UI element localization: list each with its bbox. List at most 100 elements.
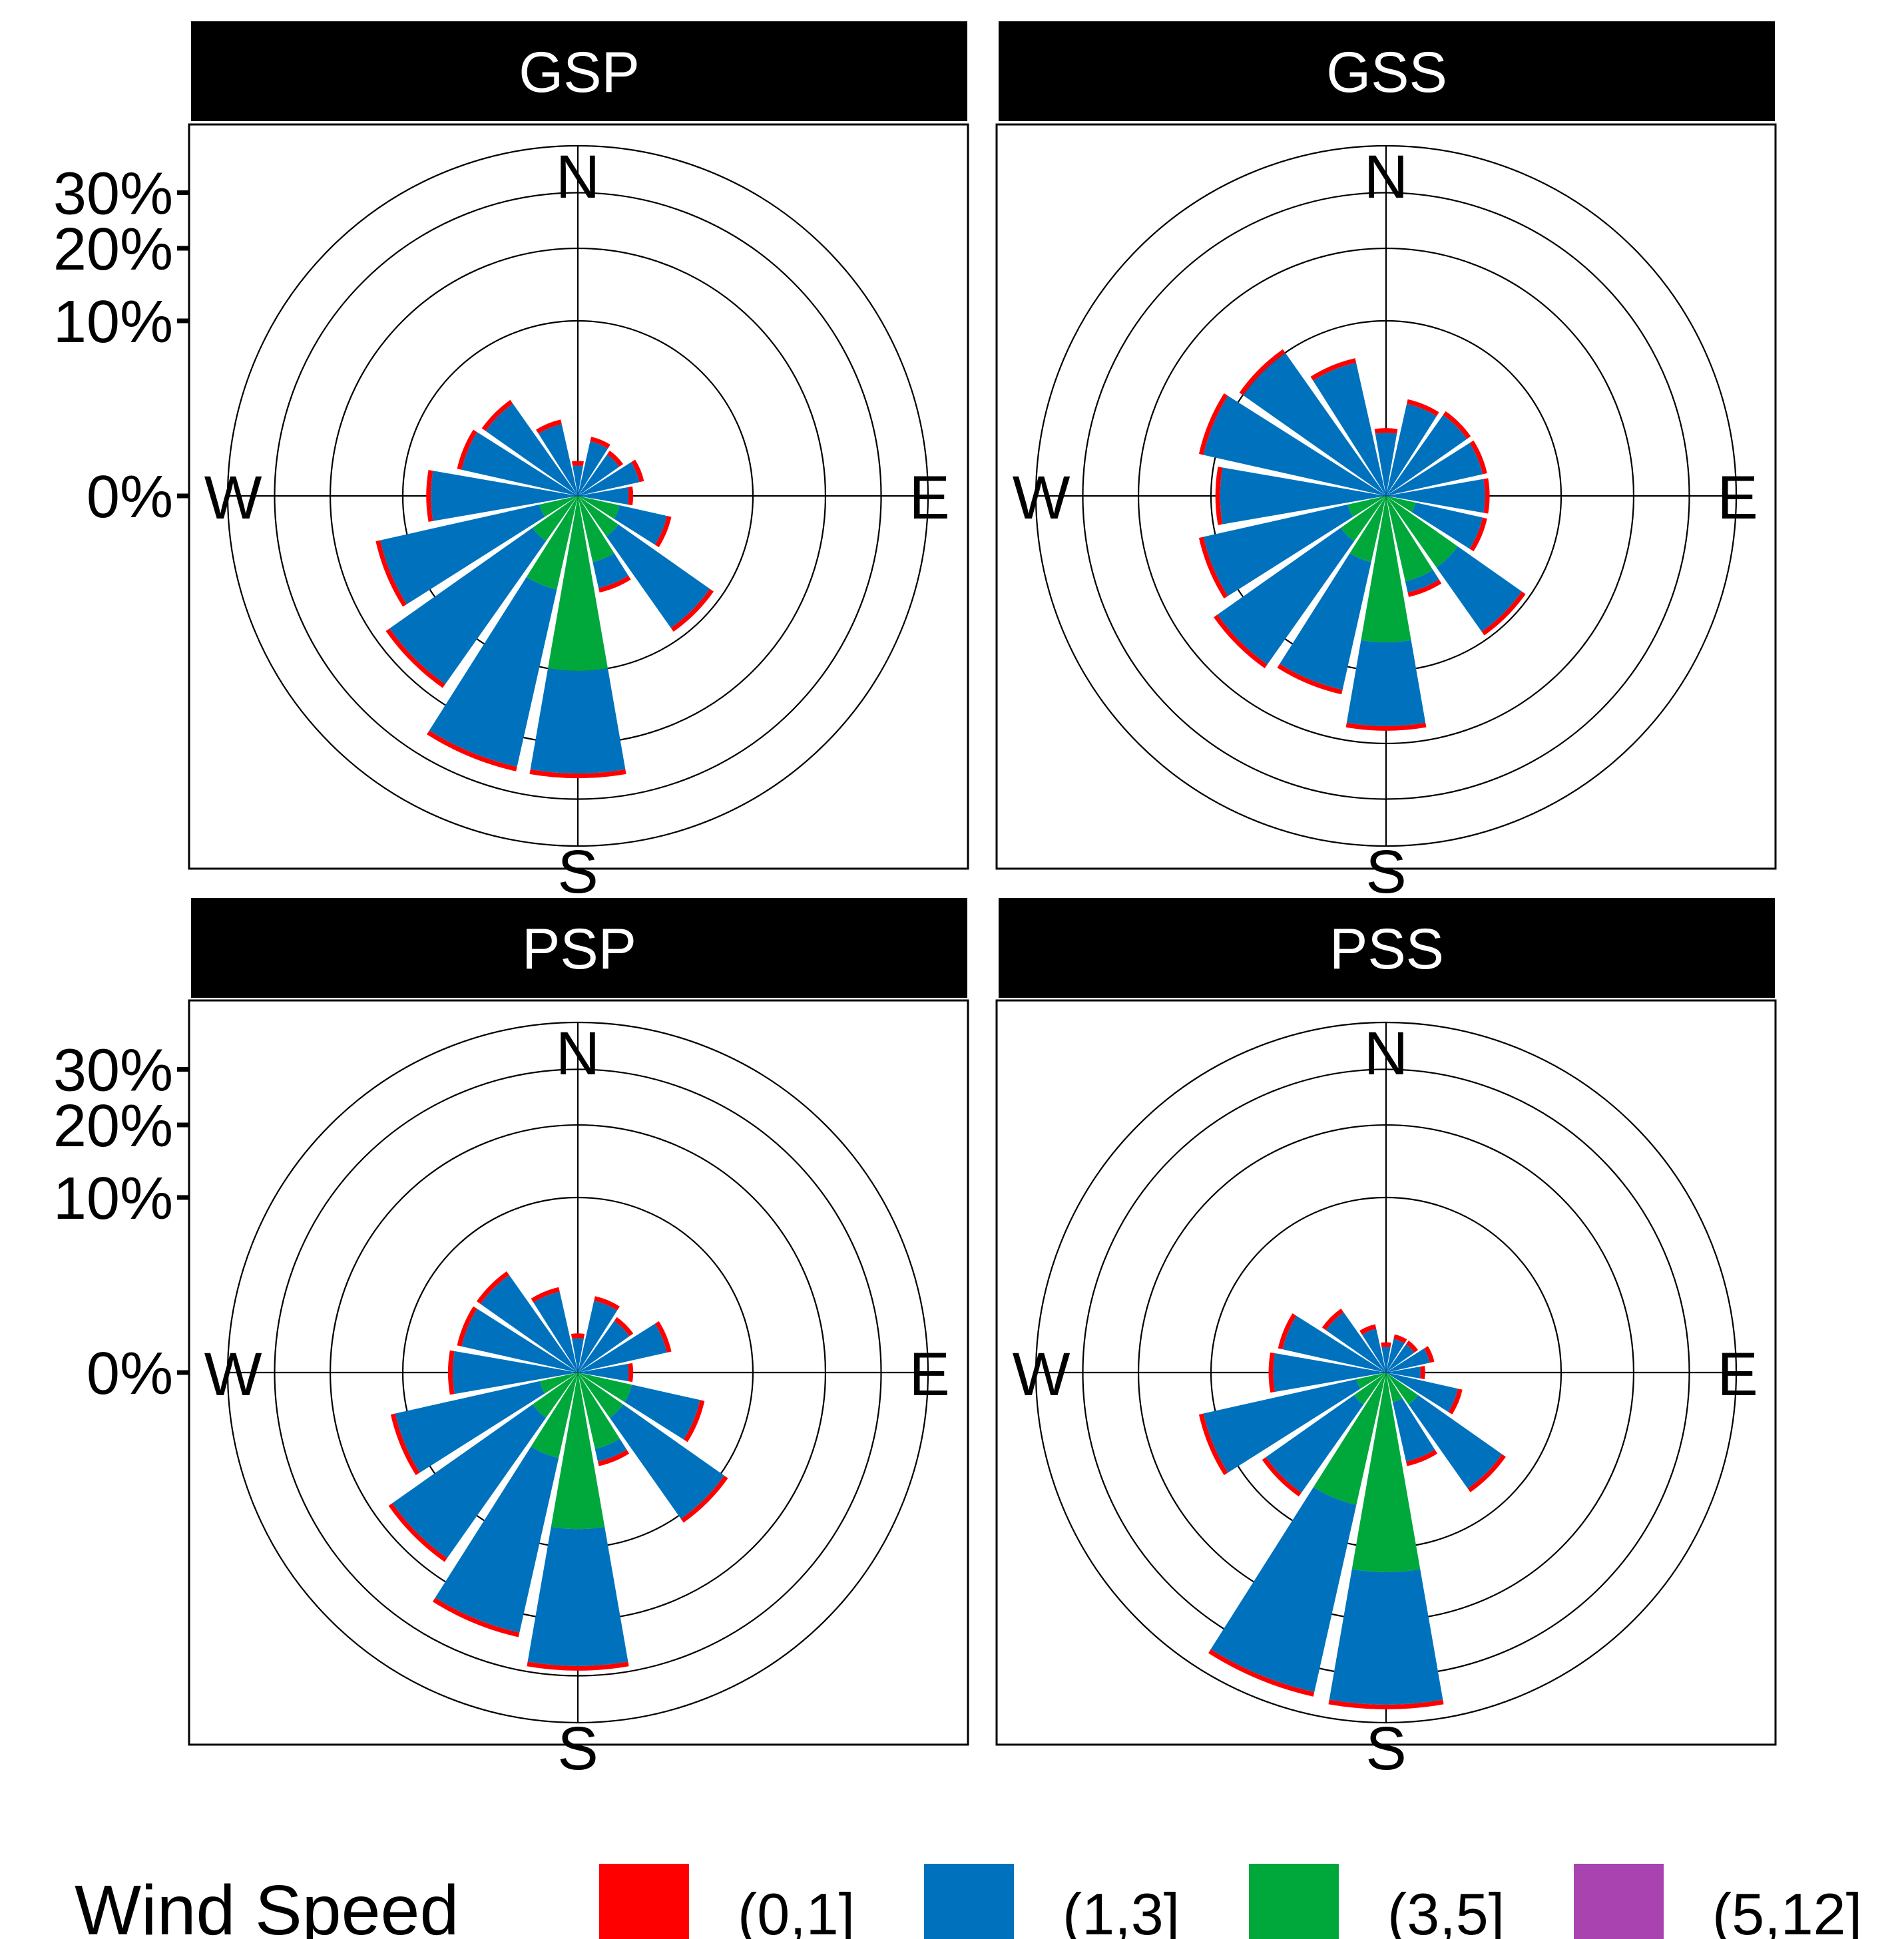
compass-label-e: E bbox=[1717, 1341, 1758, 1408]
bar-sw-3-5 bbox=[1341, 496, 1386, 541]
bar-wnw-0-1 bbox=[457, 429, 477, 470]
legend-label-0-1: (0,1] bbox=[738, 1881, 855, 1939]
bar-e-0-1 bbox=[628, 1363, 634, 1383]
bar-s-3-5 bbox=[551, 1373, 605, 1530]
bar-ese-0-1 bbox=[683, 1400, 705, 1442]
facet-gss: GSS N E S W bbox=[995, 21, 1777, 906]
bar-wsw-3-5 bbox=[1347, 496, 1386, 517]
bar-ne-0-1 bbox=[606, 451, 623, 467]
bar-w-1-3 bbox=[452, 1351, 578, 1395]
radial-axes: 0%10%20%30%0%10%20%30% bbox=[53, 160, 189, 1407]
bar-wsw-3-5 bbox=[539, 496, 578, 517]
facet-gsp: GSP N E S W bbox=[188, 21, 969, 906]
bar-se-1-3 bbox=[609, 1404, 724, 1519]
radial-tick-label-0: 0% bbox=[87, 1341, 173, 1407]
bar-ene-0-1 bbox=[631, 459, 644, 483]
bar-wsw-0-1 bbox=[1198, 1413, 1228, 1476]
bar-ese-1-3 bbox=[624, 1385, 700, 1440]
facet-strip bbox=[191, 21, 967, 121]
bar-e-1-3 bbox=[578, 487, 629, 505]
bar-ne-1-3 bbox=[1386, 1344, 1415, 1373]
legend-swatch-0-1 bbox=[599, 1864, 689, 1939]
bar-nne-1-3 bbox=[1386, 1339, 1405, 1373]
facet-pss: PSS N E S W bbox=[995, 898, 1777, 1783]
bar-ne-1-3 bbox=[578, 454, 620, 496]
compass-label-w: W bbox=[1013, 1341, 1071, 1408]
legend-label-3-5: (3,5] bbox=[1387, 1881, 1505, 1939]
bar-se-3-5 bbox=[578, 1373, 623, 1418]
compass-label-w: W bbox=[204, 464, 262, 532]
facet-title: PSS bbox=[1329, 917, 1444, 981]
panel-plot bbox=[226, 1021, 929, 1724]
bar-n-0-1 bbox=[1381, 1342, 1391, 1348]
bar-sw-3-5 bbox=[533, 496, 578, 541]
bar-ene-1-3 bbox=[1386, 443, 1483, 496]
bar-e-0-1 bbox=[1420, 1365, 1425, 1380]
bar-w-0-1 bbox=[1268, 1352, 1276, 1393]
bar-ne-0-1 bbox=[614, 1317, 634, 1337]
bar-wsw-1-3 bbox=[1203, 504, 1353, 596]
radial-tick-label-30: 30% bbox=[53, 1037, 173, 1104]
bar-wnw-0-1 bbox=[1198, 393, 1228, 455]
compass-label-s: S bbox=[1365, 838, 1406, 906]
bar-s-0-1 bbox=[529, 769, 626, 779]
compass-label-n: N bbox=[556, 143, 600, 211]
bar-nw-1-3 bbox=[1243, 353, 1386, 496]
compass-label-n: N bbox=[1364, 143, 1408, 211]
bar-w-0-1 bbox=[1215, 467, 1223, 525]
compass-label-e: E bbox=[1717, 464, 1758, 532]
bar-wsw-1-3 bbox=[395, 1381, 545, 1473]
bar-wnw-1-3 bbox=[1203, 395, 1386, 496]
bar-nne-0-1 bbox=[1407, 399, 1439, 417]
bar-wnw-0-1 bbox=[1278, 1313, 1297, 1350]
bar-s-1-3 bbox=[530, 668, 626, 774]
bar-sse-1-3 bbox=[1405, 570, 1439, 592]
bar-nne-1-3 bbox=[1386, 403, 1437, 496]
bar-nw-1-3 bbox=[1325, 1312, 1386, 1373]
bar-sse-1-3 bbox=[593, 553, 628, 588]
bar-wsw-3-5 bbox=[539, 1373, 578, 1394]
bar-se-0-1 bbox=[1481, 591, 1526, 636]
bar-nnw-0-1 bbox=[536, 419, 562, 434]
bar-sw-1-3 bbox=[1266, 1395, 1364, 1493]
bar-se-1-3 bbox=[1408, 1395, 1503, 1489]
bar-s-3-5 bbox=[1361, 496, 1411, 643]
panel-plot bbox=[1035, 144, 1738, 847]
bar-w-0-1 bbox=[447, 1350, 455, 1395]
bar-n-0-1 bbox=[1374, 428, 1398, 434]
bar-ene-1-3 bbox=[578, 1323, 667, 1373]
bar-ene-1-3 bbox=[578, 462, 640, 496]
bar-ssw-0-1 bbox=[1208, 1649, 1315, 1697]
compass-label-s: S bbox=[557, 838, 598, 906]
bar-se-1-3 bbox=[1436, 546, 1522, 632]
bar-se-0-1 bbox=[680, 1475, 728, 1523]
bar-nne-1-3 bbox=[578, 1301, 618, 1373]
bar-nw-0-1 bbox=[476, 1271, 509, 1304]
bar-nnw-1-3 bbox=[538, 424, 578, 496]
bar-w-0-1 bbox=[426, 470, 433, 522]
facet-title: GSS bbox=[1326, 41, 1447, 105]
bar-ese-3-5 bbox=[1386, 496, 1416, 513]
bar-nnw-1-3 bbox=[1313, 362, 1386, 496]
bar-ene-0-1 bbox=[1469, 440, 1487, 475]
facet-title: GSP bbox=[519, 41, 640, 105]
bar-s-1-3 bbox=[527, 1526, 628, 1666]
bar-ese-1-3 bbox=[1386, 1373, 1458, 1412]
bar-ese-1-3 bbox=[1411, 502, 1483, 549]
bar-w-1-3 bbox=[1220, 467, 1386, 525]
bar-nw-0-1 bbox=[481, 399, 513, 431]
bar-sw-1-3 bbox=[1217, 527, 1355, 665]
bar-nw-0-1 bbox=[1321, 1308, 1344, 1331]
bar-sse-3-5 bbox=[1386, 496, 1433, 582]
bar-ene-1-3 bbox=[1386, 1348, 1430, 1373]
bar-nw-1-3 bbox=[480, 1275, 578, 1373]
bar-nne-0-1 bbox=[590, 437, 610, 449]
radial-tick-label-0: 0% bbox=[87, 464, 173, 531]
bar-ssw-0-1 bbox=[1277, 664, 1343, 695]
bar-se-1-3 bbox=[606, 524, 710, 628]
facet-title: PSP bbox=[522, 917, 636, 981]
bar-nnw-1-3 bbox=[1361, 1329, 1386, 1373]
bar-sse-3-5 bbox=[1386, 1373, 1403, 1402]
bar-sw-0-1 bbox=[388, 1503, 447, 1562]
bar-w-1-3 bbox=[1273, 1353, 1386, 1392]
